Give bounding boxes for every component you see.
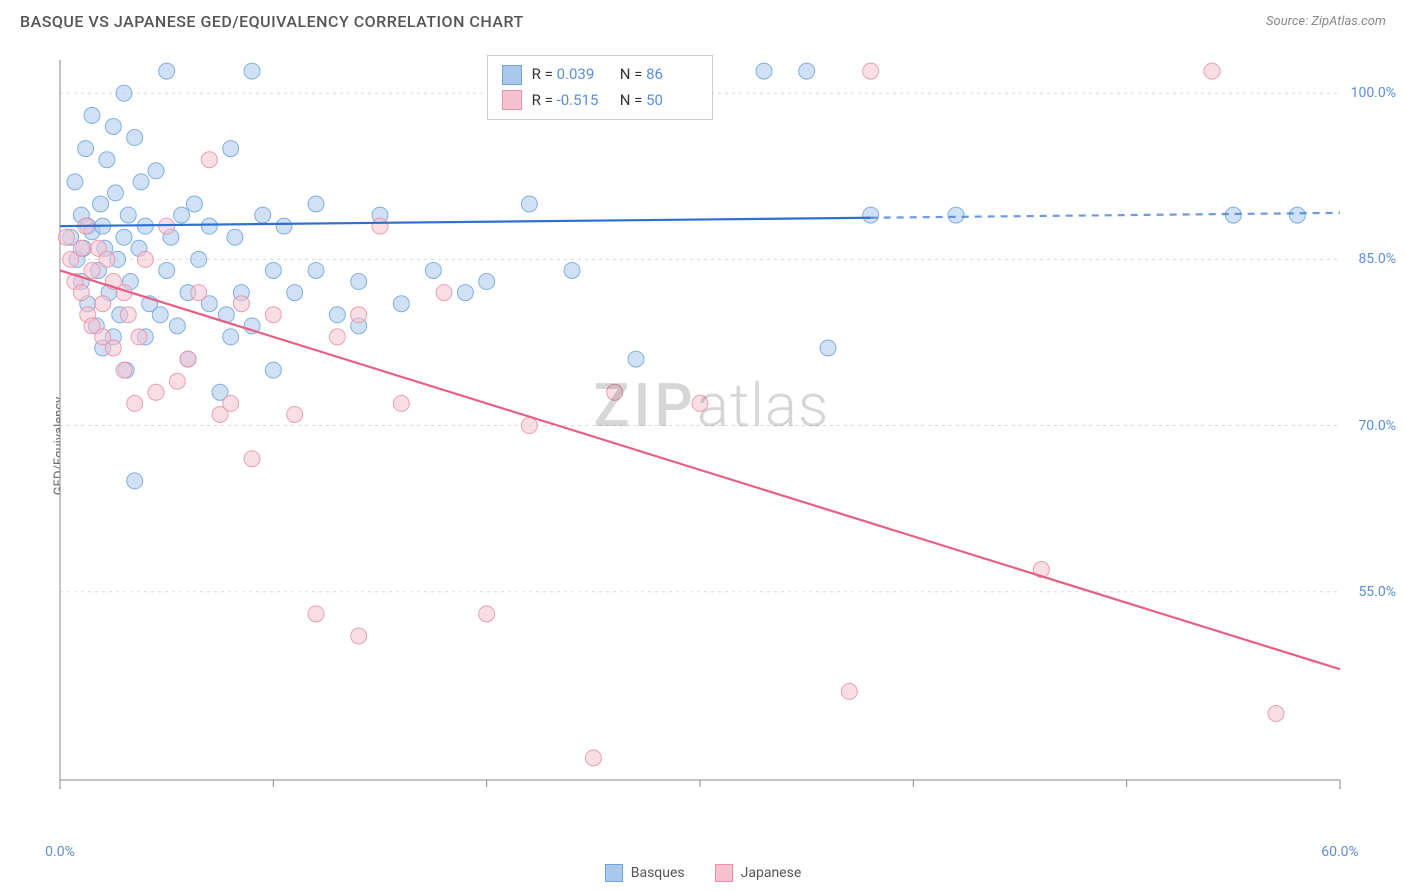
x-tick-label: 0.0% bbox=[45, 844, 75, 860]
legend-swatch bbox=[502, 65, 522, 85]
stats-text: R = -0.515 N = 50 bbox=[532, 88, 698, 114]
legend-swatch bbox=[605, 864, 623, 882]
stats-legend-row: R = -0.515 N = 50 bbox=[502, 88, 698, 114]
x-tick-label: 60.0% bbox=[1321, 844, 1359, 860]
scatter-chart-svg bbox=[50, 50, 1380, 820]
y-tick-label: 85.0% bbox=[1358, 251, 1396, 267]
legend-item: Basques bbox=[605, 864, 685, 882]
series-legend: Basques Japanese bbox=[0, 864, 1406, 882]
stats-legend-box: R = 0.039 N = 86R = -0.515 N = 50 bbox=[487, 55, 713, 120]
y-tick-label: 100.0% bbox=[1351, 85, 1396, 101]
plot-area: ZIPatlas R = 0.039 N = 86R = -0.515 N = … bbox=[50, 50, 1380, 820]
legend-item: Japanese bbox=[715, 864, 802, 882]
legend-label: Basques bbox=[631, 865, 685, 881]
chart-source: Source: ZipAtlas.com bbox=[1266, 14, 1386, 29]
y-tick-label: 70.0% bbox=[1358, 418, 1396, 434]
stats-text: R = 0.039 N = 86 bbox=[532, 62, 698, 88]
chart-title: BASQUE VS JAPANESE GED/EQUIVALENCY CORRE… bbox=[20, 12, 524, 31]
stats-legend-row: R = 0.039 N = 86 bbox=[502, 62, 698, 88]
legend-swatch bbox=[715, 864, 733, 882]
y-tick-label: 55.0% bbox=[1358, 584, 1396, 600]
legend-swatch bbox=[502, 90, 522, 110]
legend-label: Japanese bbox=[741, 865, 802, 881]
